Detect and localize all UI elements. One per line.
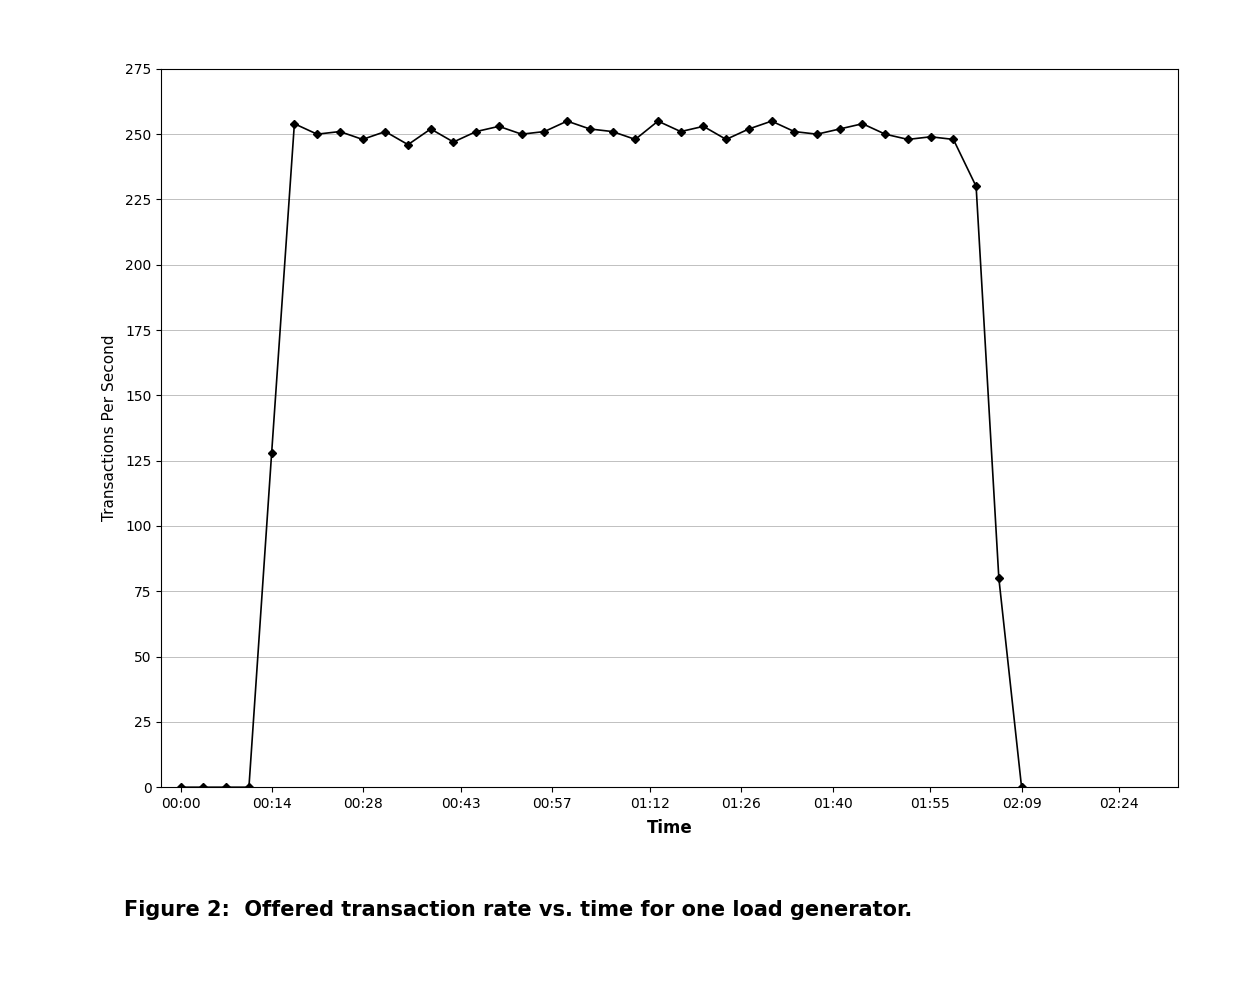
Text: Figure 2:  Offered transaction rate vs. time for one load generator.: Figure 2: Offered transaction rate vs. t…: [124, 900, 913, 920]
X-axis label: Time: Time: [647, 820, 692, 837]
Y-axis label: Transactions Per Second: Transactions Per Second: [102, 335, 117, 522]
